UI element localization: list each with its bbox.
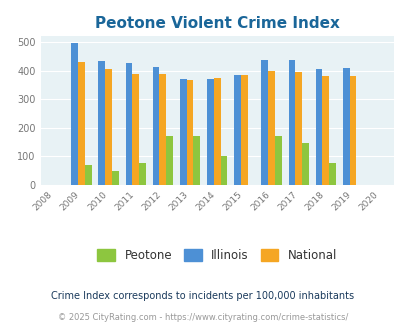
Bar <box>241 76 247 185</box>
Bar <box>179 79 186 185</box>
Bar <box>294 72 301 185</box>
Bar <box>112 171 118 185</box>
Title: Peotone Violent Crime Index: Peotone Violent Crime Index <box>94 16 339 31</box>
Bar <box>349 76 356 185</box>
Text: Crime Index corresponds to incidents per 100,000 inhabitants: Crime Index corresponds to incidents per… <box>51 291 354 301</box>
Bar <box>186 80 193 185</box>
Bar <box>132 74 139 185</box>
Bar <box>261 60 267 185</box>
Bar <box>71 43 78 185</box>
Bar <box>301 143 308 185</box>
Bar <box>125 63 132 185</box>
Bar <box>78 62 85 185</box>
Bar <box>274 136 281 185</box>
Bar <box>152 67 159 185</box>
Text: © 2025 CityRating.com - https://www.cityrating.com/crime-statistics/: © 2025 CityRating.com - https://www.city… <box>58 313 347 322</box>
Bar <box>322 76 328 185</box>
Bar <box>159 74 166 185</box>
Legend: Peotone, Illinois, National: Peotone, Illinois, National <box>92 244 341 267</box>
Bar <box>315 69 322 185</box>
Bar <box>213 78 220 185</box>
Bar <box>234 76 241 185</box>
Bar <box>342 68 349 185</box>
Bar <box>220 156 227 185</box>
Bar <box>328 163 335 185</box>
Bar <box>267 71 274 185</box>
Bar <box>166 136 173 185</box>
Bar <box>207 79 213 185</box>
Bar <box>288 60 294 185</box>
Bar <box>139 163 145 185</box>
Bar <box>98 61 105 185</box>
Bar <box>193 136 200 185</box>
Bar <box>85 165 91 185</box>
Bar <box>105 69 112 185</box>
